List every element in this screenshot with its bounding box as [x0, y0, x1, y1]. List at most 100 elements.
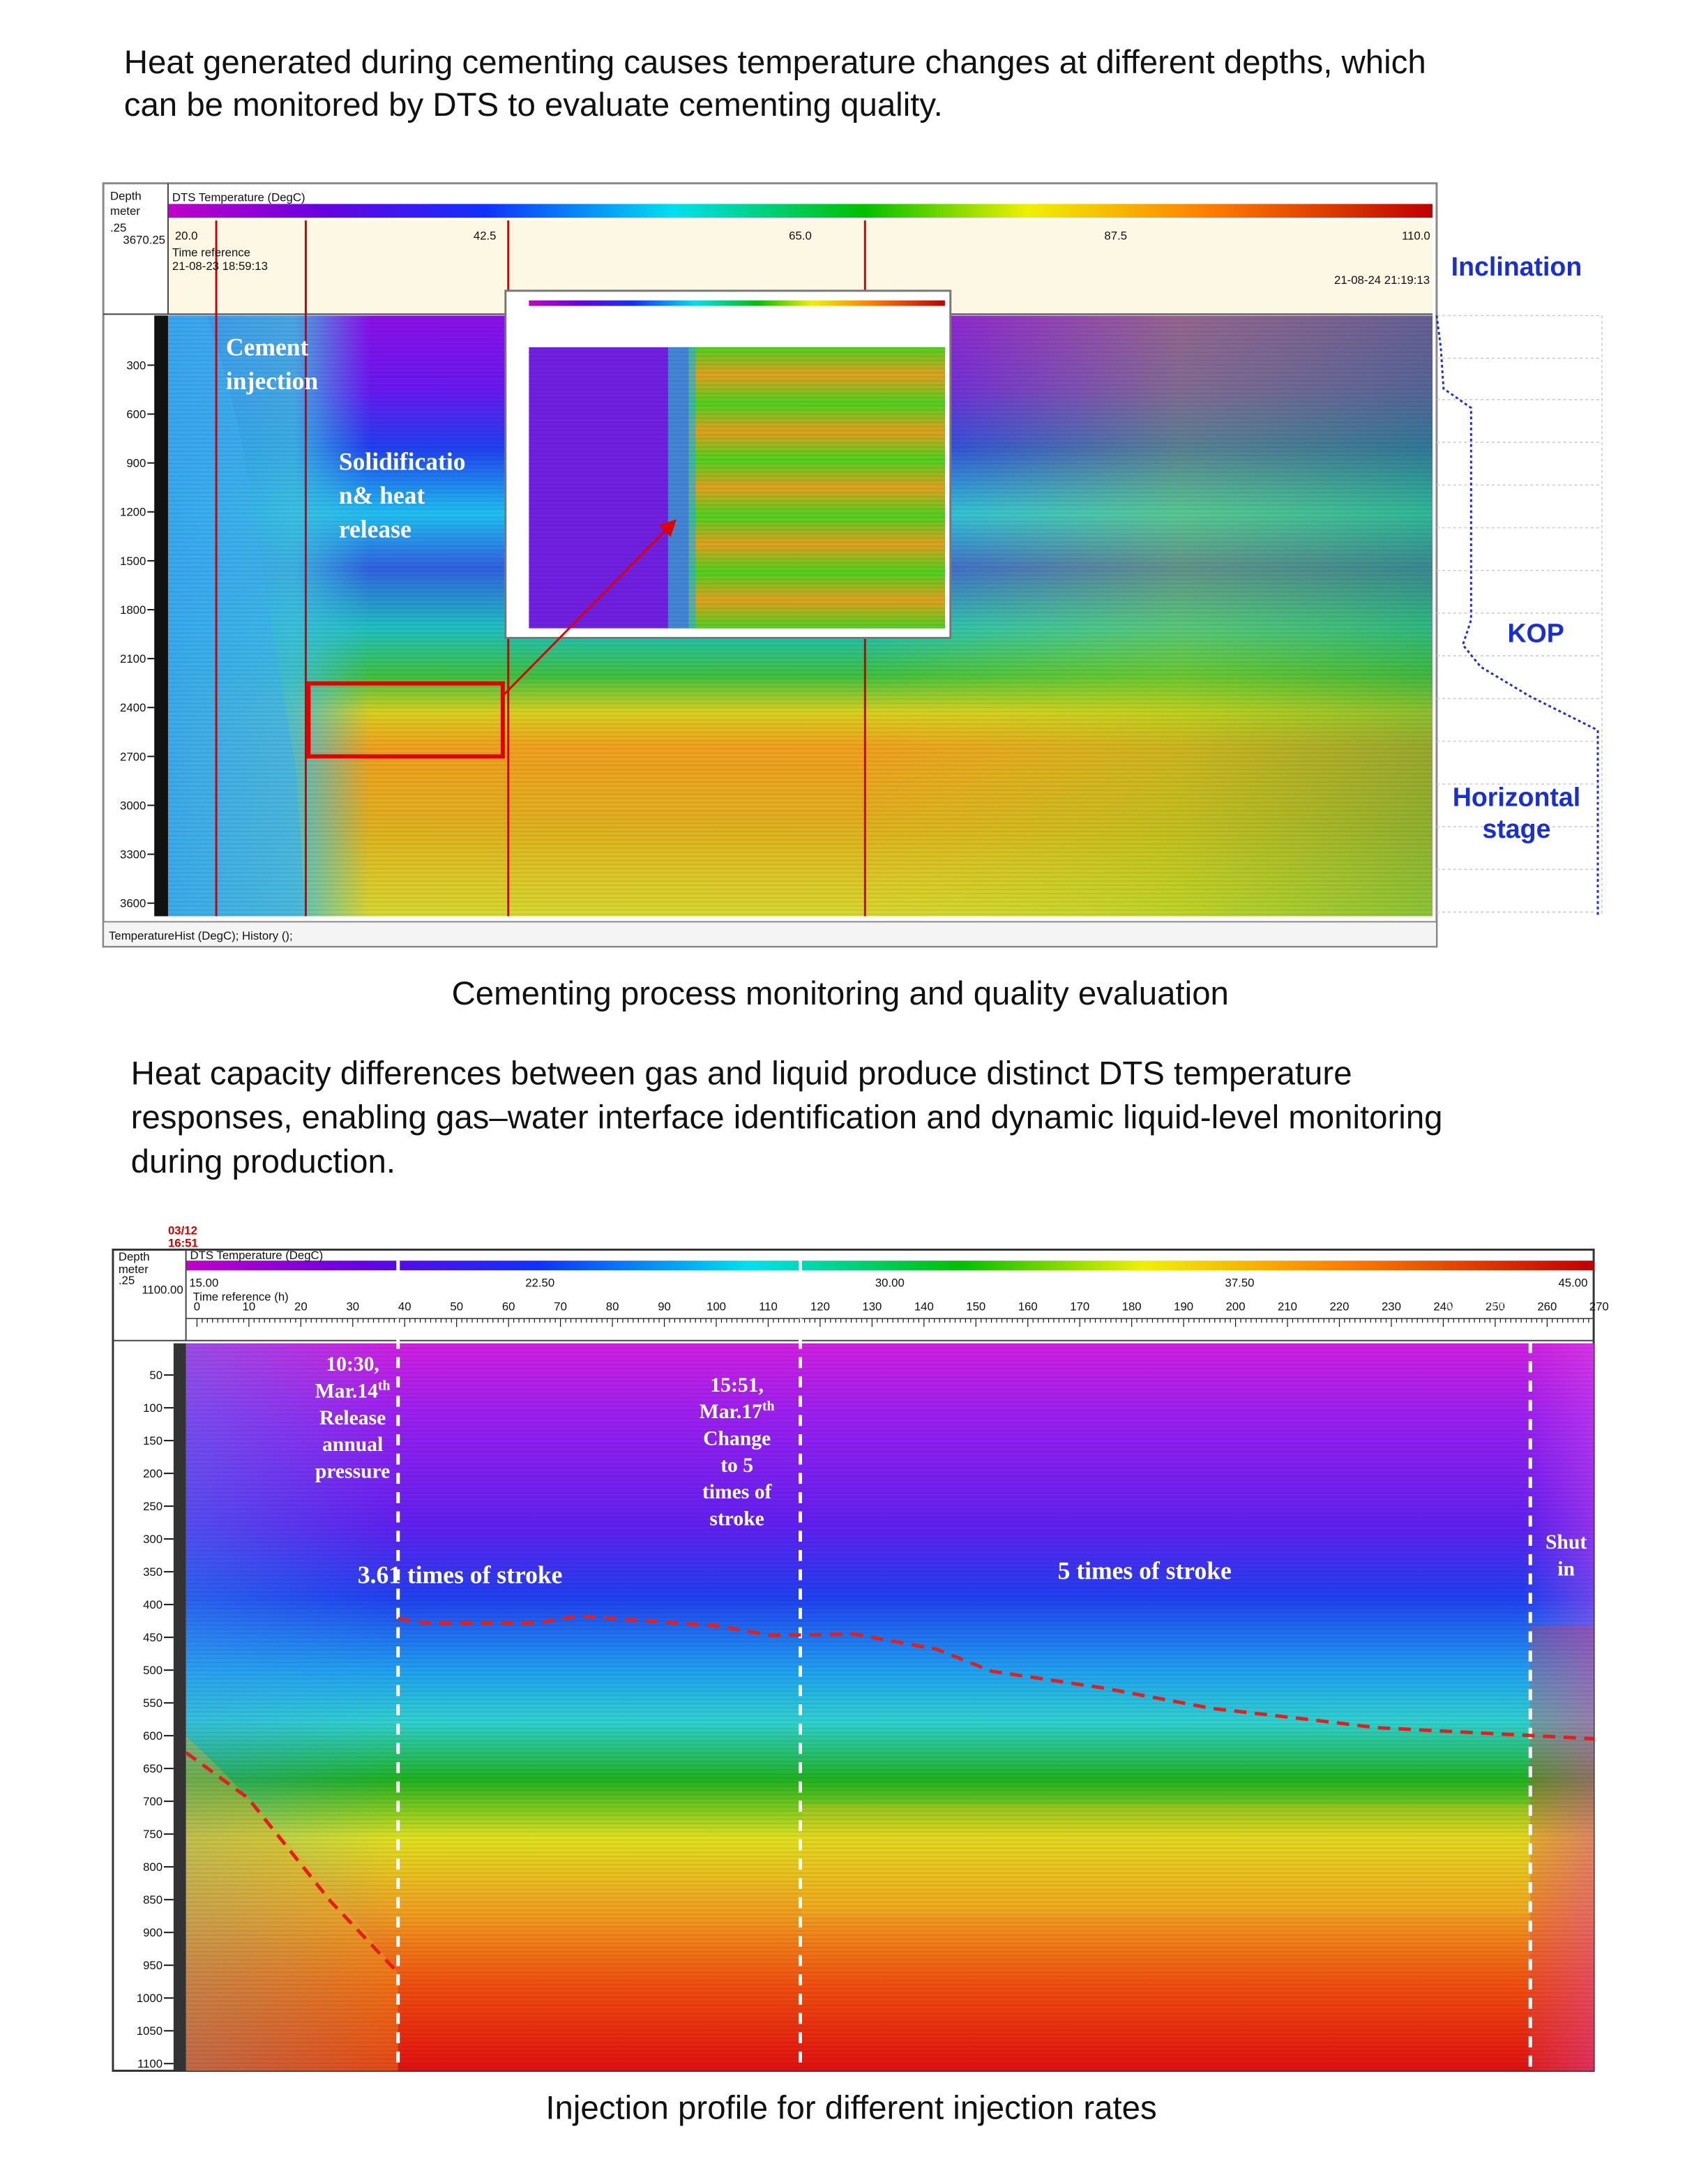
- caption: Cementing process monitoring and quality…: [452, 975, 1229, 1012]
- kop-label: KOP: [1507, 618, 1564, 647]
- faded-event: 10:46,: [1458, 1275, 1511, 1297]
- temp-tick: 42.5: [474, 230, 497, 243]
- depth-strip: [154, 315, 168, 917]
- time-tick: 10: [243, 1300, 256, 1313]
- depth-tick: 1050: [137, 2024, 163, 2038]
- inclination-grid: [1436, 315, 1603, 917]
- depth-tick: 450: [143, 1631, 163, 1644]
- event-text: Mar.17: [700, 1401, 762, 1423]
- inset: [504, 289, 952, 639]
- time-reference: Time reference: [172, 246, 250, 259]
- time-tick: 0: [194, 1300, 200, 1313]
- horizontal-label: stage: [1482, 814, 1550, 843]
- temp-tick: 20.0: [175, 230, 198, 243]
- depth-tick: 350: [143, 1565, 163, 1579]
- depth-tick: 50: [149, 1369, 163, 1382]
- time-tick: 100: [706, 1300, 726, 1313]
- annotation: Solidificatio: [339, 448, 466, 476]
- event-sup: th: [762, 1399, 775, 1414]
- depth-top: .25: [110, 221, 126, 234]
- bar-title: DTS Temperature (DegC): [190, 1249, 324, 1262]
- depth-tick: 2400: [120, 701, 146, 714]
- time-tick: 70: [554, 1300, 567, 1313]
- paragraph-line: can be monitored by DTS to evaluate ceme…: [124, 86, 943, 123]
- time-tick: 160: [1018, 1300, 1038, 1313]
- inclination-label: Inclination: [1451, 252, 1582, 281]
- depth-tick: 300: [126, 359, 146, 372]
- temp-tick: 87.5: [1104, 230, 1127, 243]
- event-text: 15:51,: [710, 1374, 763, 1397]
- time-tick: 220: [1329, 1300, 1349, 1313]
- depth-tick: 750: [143, 1828, 163, 1841]
- event-text: Change: [703, 1427, 771, 1450]
- caption: Injection profile for different injectio…: [545, 2090, 1156, 2127]
- depth-tick: 900: [126, 457, 146, 470]
- event-text: Mar.14: [315, 1381, 378, 1403]
- status: TemperatureHist (DegC); History ();: [109, 929, 293, 942]
- start-stamp: 16:51: [168, 1236, 198, 1249]
- stroke-label: 3.61 times of stroke: [358, 1560, 563, 1588]
- time-tick: 250: [1486, 1300, 1505, 1313]
- annotation: n& heat: [339, 481, 425, 509]
- depth-tick: 300: [143, 1533, 163, 1546]
- annotation: injection: [226, 367, 319, 395]
- figure-1: [102, 182, 1603, 948]
- time-tick: 150: [966, 1300, 985, 1313]
- time-tick: 90: [658, 1300, 671, 1313]
- time-tick: 80: [606, 1300, 619, 1313]
- depth-tick: 3600: [120, 897, 146, 910]
- time-tick: 240: [1433, 1300, 1453, 1313]
- time-tick: 60: [502, 1300, 515, 1313]
- event-text: annual: [322, 1434, 383, 1456]
- annotation: release: [339, 515, 411, 543]
- start-time: 21-08-23 18:59:13: [172, 259, 268, 273]
- paragraph-line: during production.: [131, 1143, 395, 1180]
- time-tick: 180: [1122, 1300, 1142, 1313]
- depth-tick: 400: [143, 1598, 163, 1611]
- depth-tick: 850: [143, 1893, 163, 1906]
- event-text: stroke: [709, 1507, 764, 1530]
- heatmap-texture: [186, 1343, 1594, 2071]
- depth-tick: 250: [143, 1500, 163, 1513]
- status-bar: [103, 921, 1437, 947]
- temp-tick: 37.50: [1225, 1277, 1255, 1290]
- faded-event: Mar.25th: [1444, 1298, 1526, 1321]
- depth-tick: 1800: [120, 603, 146, 617]
- event-lines: [396, 1261, 1532, 2071]
- event-text: 10:30,: [326, 1353, 379, 1376]
- depth-tick: 650: [143, 1762, 163, 1775]
- depth-header: meter: [119, 1263, 149, 1276]
- faded-event: Shut in: [1453, 1322, 1517, 1344]
- paragraph-line: responses, enabling gas–water interface …: [131, 1099, 1443, 1136]
- depth-tick: 200: [143, 1467, 163, 1480]
- horizontal-label: Horizontal: [1453, 782, 1580, 811]
- event-sup: th: [378, 1378, 391, 1394]
- inclination-curve: [1435, 315, 1599, 917]
- liquid-level: [185, 1614, 1594, 1974]
- temp-tick: 15.00: [189, 1277, 218, 1290]
- color-bar: [186, 1261, 1594, 1271]
- depth-tick: 950: [143, 1959, 163, 1972]
- event-label: pressure: [315, 1460, 390, 1482]
- depth-tick: 900: [143, 1926, 163, 1939]
- depth-tick: 800: [143, 1860, 163, 1874]
- depth-strip: [173, 1343, 186, 2071]
- time-tick: 270: [1589, 1300, 1609, 1313]
- color-bar: [167, 204, 1433, 218]
- temp-tick: 65.0: [789, 230, 812, 243]
- depth-tick: 700: [143, 1795, 163, 1808]
- depth-tick: 1500: [120, 555, 146, 568]
- depth-tick: 100: [143, 1401, 163, 1415]
- time-tick: 30: [346, 1300, 359, 1313]
- paragraph-line: Heat generated during cementing causes t…: [124, 44, 1426, 81]
- time-tick: 20: [294, 1300, 308, 1313]
- event-label: Mar.17th: [700, 1399, 775, 1423]
- depth-tick: 550: [143, 1697, 163, 1710]
- arrow: [501, 519, 677, 697]
- event-label: to 5: [720, 1454, 753, 1477]
- time-tick: 130: [862, 1300, 882, 1313]
- time-tick: 200: [1226, 1300, 1246, 1313]
- stroke-label: 5 times of stroke: [1058, 1556, 1232, 1584]
- time-tick: 50: [450, 1300, 463, 1313]
- depth-tick: 150: [143, 1434, 163, 1447]
